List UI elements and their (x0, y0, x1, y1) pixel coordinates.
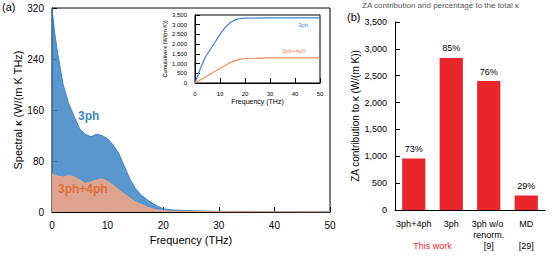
svg-text:500: 500 (372, 178, 387, 188)
svg-text:3,500: 3,500 (364, 17, 387, 27)
svg-text:2,000: 2,000 (364, 98, 387, 108)
svg-text:10: 10 (102, 220, 114, 231)
svg-text:1,000: 1,000 (364, 151, 387, 161)
svg-text:3ph+4ph: 3ph+4ph (396, 219, 431, 229)
svg-text:0: 0 (184, 80, 188, 86)
svg-text:Frequency (THz): Frequency (THz) (231, 98, 284, 106)
svg-text:240: 240 (27, 54, 44, 65)
svg-text:30: 30 (213, 220, 225, 231)
svg-text:[9]: [9] (484, 241, 494, 251)
svg-text:3ph: 3ph (78, 109, 99, 123)
svg-text:29%: 29% (517, 181, 535, 191)
svg-text:40: 40 (269, 220, 281, 231)
svg-text:Spectral κ (W/(m K THz): Spectral κ (W/(m K THz) (12, 51, 24, 170)
svg-text:3ph+4ph: 3ph+4ph (58, 182, 108, 196)
svg-text:20: 20 (158, 220, 170, 231)
svg-text:500: 500 (177, 70, 188, 76)
svg-text:Cumulative κ (W/(m K)): Cumulative κ (W/(m K)) (162, 20, 168, 77)
svg-text:1,000: 1,000 (172, 61, 188, 67)
svg-text:40: 40 (292, 91, 299, 97)
svg-text:3,000: 3,000 (172, 22, 188, 28)
svg-text:1,500: 1,500 (364, 124, 387, 134)
svg-text:3,500: 3,500 (172, 12, 188, 18)
svg-text:ZA contribution and percentage: ZA contribution and percentage to the to… (362, 1, 520, 10)
svg-text:3ph: 3ph (298, 22, 308, 28)
svg-text:76%: 76% (480, 67, 498, 77)
svg-text:0: 0 (49, 220, 55, 231)
svg-text:0: 0 (193, 91, 197, 97)
svg-text:2,500: 2,500 (172, 31, 188, 37)
svg-text:[29]: [29] (519, 241, 534, 251)
svg-text:50: 50 (317, 91, 324, 97)
svg-text:This work: This work (413, 241, 452, 251)
svg-text:30: 30 (267, 91, 274, 97)
svg-text:20: 20 (242, 91, 249, 97)
svg-text:85%: 85% (442, 43, 460, 53)
svg-text:0: 0 (38, 207, 44, 218)
svg-text:3,000: 3,000 (364, 44, 387, 54)
svg-text:3ph w/o: 3ph w/o (472, 219, 506, 229)
svg-text:2,000: 2,000 (172, 41, 188, 47)
svg-text:73%: 73% (405, 144, 423, 154)
svg-text:320: 320 (27, 3, 44, 14)
svg-text:(b): (b) (347, 11, 360, 23)
svg-text:2,500: 2,500 (364, 71, 387, 81)
svg-text:160: 160 (27, 105, 44, 116)
svg-text:50: 50 (324, 220, 336, 231)
svg-text:10: 10 (217, 91, 224, 97)
svg-text:renorm.: renorm. (473, 230, 504, 240)
svg-text:Frequency (THz): Frequency (THz) (150, 234, 233, 246)
svg-text:1,500: 1,500 (172, 51, 188, 57)
svg-text:80: 80 (33, 156, 45, 167)
svg-text:(a): (a) (2, 1, 15, 13)
svg-text:3ph+4ph: 3ph+4ph (282, 48, 306, 54)
svg-text:ZA contribution to κ (W/(m K)): ZA contribution to κ (W/(m K)) (350, 50, 361, 182)
svg-text:MD: MD (519, 219, 533, 229)
svg-text:3ph: 3ph (444, 219, 459, 229)
svg-text:0: 0 (382, 205, 387, 215)
